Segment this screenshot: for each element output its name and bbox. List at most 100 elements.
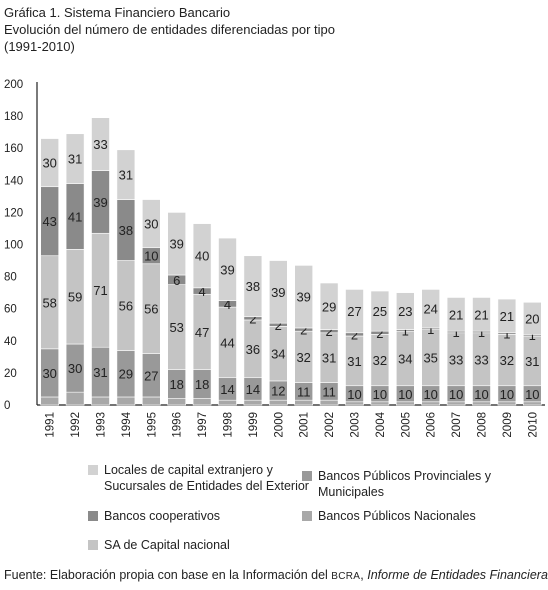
data-label: 27 <box>347 304 361 319</box>
x-tick-label: 2003 <box>350 412 362 438</box>
data-label: 14 <box>246 382 260 397</box>
x-tick-label: 1997 <box>197 412 209 438</box>
x-tick-label: 2007 <box>451 412 463 438</box>
y-tick-label: 40 <box>4 336 17 348</box>
source-sep: , <box>360 568 368 582</box>
y-tick-label: 20 <box>4 368 17 380</box>
x-tick-label: 2005 <box>400 412 412 438</box>
bar-segment <box>319 282 339 330</box>
stacked-bar-chart: 0204060801001201401601802003058433019913… <box>4 79 545 438</box>
legend-item-cooperativos: Bancos cooperativos <box>88 508 220 524</box>
bar-segment <box>40 138 60 188</box>
data-label: 10 <box>474 387 488 402</box>
bar-segment <box>472 297 491 332</box>
data-label: 1 <box>427 322 434 337</box>
data-label: 34 <box>398 351 412 366</box>
bar-segment <box>446 401 466 406</box>
data-label: 2 <box>351 327 358 342</box>
data-label: 29 <box>322 299 336 314</box>
x-tick-label: 2002 <box>324 412 336 438</box>
y-tick-label: 0 <box>4 400 10 412</box>
bar-segment <box>446 297 466 332</box>
data-label: 39 <box>93 195 107 210</box>
data-label: 4 <box>224 297 231 312</box>
data-label: 21 <box>474 307 488 322</box>
legend-label: SA de Capital nacional <box>104 538 230 552</box>
y-tick-label: 80 <box>4 272 17 284</box>
data-label: 32 <box>373 353 387 368</box>
data-label: 31 <box>347 354 361 369</box>
chart-subtitle: Evolución del número de entidades difere… <box>4 22 335 37</box>
bar-segment <box>472 401 491 406</box>
data-label: 58 <box>42 295 56 310</box>
data-label: 10 <box>525 387 539 402</box>
data-label: 18 <box>195 377 209 392</box>
data-label: 6 <box>173 273 180 288</box>
x-tick-label: 1999 <box>248 412 260 438</box>
bar-segment <box>370 290 390 332</box>
data-label: 30 <box>144 217 158 232</box>
data-label: 32 <box>500 353 514 368</box>
data-label: 25 <box>373 304 387 319</box>
data-label: 34 <box>271 347 285 362</box>
data-label: 11 <box>322 384 336 399</box>
x-tick-label: 1995 <box>146 412 158 438</box>
data-label: 47 <box>195 325 209 340</box>
legend-label: Locales de capital extranjero y <box>104 463 273 477</box>
legend-swatch-publicos-nacionales <box>302 511 312 521</box>
data-label: 53 <box>169 320 183 335</box>
data-label: 30 <box>68 361 82 376</box>
data-label: 10 <box>423 387 437 402</box>
data-label: 18 <box>169 377 183 392</box>
data-label: 20 <box>525 311 539 326</box>
data-label: 39 <box>296 290 310 305</box>
data-label: 30 <box>42 156 56 171</box>
legend-label: Bancos Públicos Provinciales y <box>318 469 491 483</box>
data-label: 10 <box>398 387 412 402</box>
bar-segment <box>497 401 517 406</box>
bar-segment <box>116 396 136 406</box>
legend-swatch-cooperativos <box>88 511 98 521</box>
data-label: 33 <box>93 137 107 152</box>
bar-segment <box>421 289 441 329</box>
data-label: 59 <box>68 290 82 305</box>
bar-segment <box>40 396 60 406</box>
x-tick-label: 2010 <box>527 412 539 438</box>
bar-segment <box>192 223 212 289</box>
data-label: 33 <box>449 352 463 367</box>
bar-segment <box>167 212 186 276</box>
data-label: 31 <box>93 365 107 380</box>
data-label: 27 <box>144 368 158 383</box>
chart-title: Gráfica 1. Sistema Financiero Bancario <box>4 5 231 20</box>
y-tick-label: 200 <box>4 79 23 91</box>
legend-item-sa-capital-nacional: SA de Capital nacional <box>88 537 230 553</box>
bar-segment <box>116 149 136 200</box>
y-tick-label: 180 <box>4 111 23 123</box>
data-label: 44 <box>220 335 234 350</box>
bar-segment <box>522 301 542 335</box>
legend-item-provinciales-municipales: Bancos Públicos Provinciales y Municipale… <box>302 468 491 500</box>
data-label: 31 <box>68 152 82 167</box>
bar-segment <box>522 401 542 406</box>
data-label: 29 <box>119 367 133 382</box>
data-label: 23 <box>398 304 412 319</box>
bar-segment <box>345 401 364 406</box>
data-label: 31 <box>322 351 336 366</box>
chart-title-block: Gráfica 1. Sistema Financiero Bancario E… <box>4 4 335 55</box>
data-label: 39 <box>271 285 285 300</box>
bar-segment <box>91 117 110 171</box>
data-label: 10 <box>347 387 361 402</box>
data-label: 71 <box>93 283 107 298</box>
data-label: 2 <box>249 311 256 326</box>
data-label: 10 <box>144 249 158 264</box>
bar-segment <box>294 399 314 406</box>
data-label: 12 <box>271 384 285 399</box>
bar-segment <box>268 399 288 406</box>
legend-label: Municipales <box>318 485 385 499</box>
bar-segment <box>142 396 161 406</box>
bar-segment <box>497 298 517 334</box>
source-prefix: Fuente: Elaboración propia con base en l… <box>4 568 332 582</box>
x-tick-label: 1991 <box>45 412 57 438</box>
data-label: 35 <box>423 351 437 366</box>
bar-segment <box>370 401 390 406</box>
